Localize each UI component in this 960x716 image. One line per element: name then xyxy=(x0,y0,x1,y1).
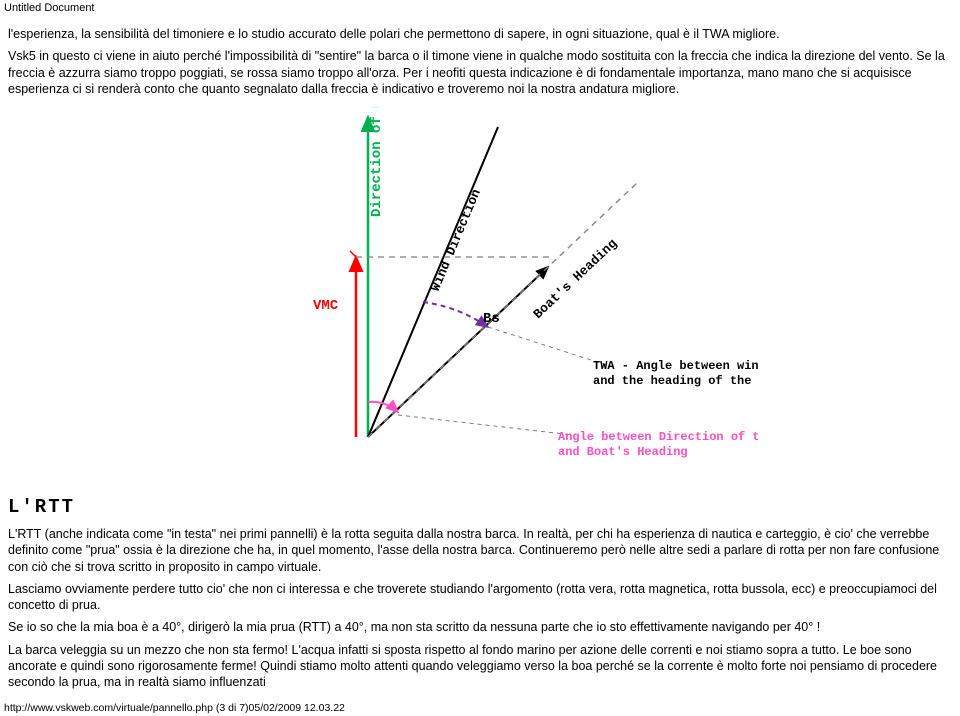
section-heading-rtt: L'RTT xyxy=(8,496,952,518)
twa-diagram: Direction of Mark Wind Direction VMC Bs Boat… xyxy=(238,107,758,480)
svg-text:Boat's Heading: Boat's Heading xyxy=(530,236,620,322)
footer-url: http://www.vskweb.com/virtuale/pannello.… xyxy=(0,700,960,716)
paragraph-2: Vsk5 in questo ci viene in aiuto perché … xyxy=(8,48,952,97)
page-content: l'esperienza, la sensibilità del timonie… xyxy=(0,16,960,700)
svg-text:Wind Direction: Wind Direction xyxy=(428,187,484,294)
svg-text:VMC: VMC xyxy=(313,298,339,314)
svg-text:Angle between Direction of the: Angle between Direction of the Mark xyxy=(558,430,758,444)
svg-text:TWA - Angle between wind direc: TWA - Angle between wind direction xyxy=(593,359,758,373)
paragraph-3: L'RTT (anche indicata come "in testa" ne… xyxy=(8,526,952,575)
svg-text:and the heading of the boat.: and the heading of the boat. xyxy=(593,374,758,388)
svg-text:and Boat's Heading: and Boat's Heading xyxy=(558,445,688,459)
paragraph-1: l'esperienza, la sensibilità del timonie… xyxy=(8,26,952,42)
svg-text:Direction of Mark: Direction of Mark xyxy=(369,107,385,217)
paragraph-4: Lasciamo ovviamente perdere tutto cio' c… xyxy=(8,581,952,614)
paragraph-5: Se io so che la mia boa è a 40°, diriger… xyxy=(8,619,952,635)
svg-text:Bs: Bs xyxy=(483,311,500,327)
paragraph-6: La barca veleggia su un mezzo che non st… xyxy=(8,642,952,691)
document-title: Untitled Document xyxy=(0,0,960,16)
